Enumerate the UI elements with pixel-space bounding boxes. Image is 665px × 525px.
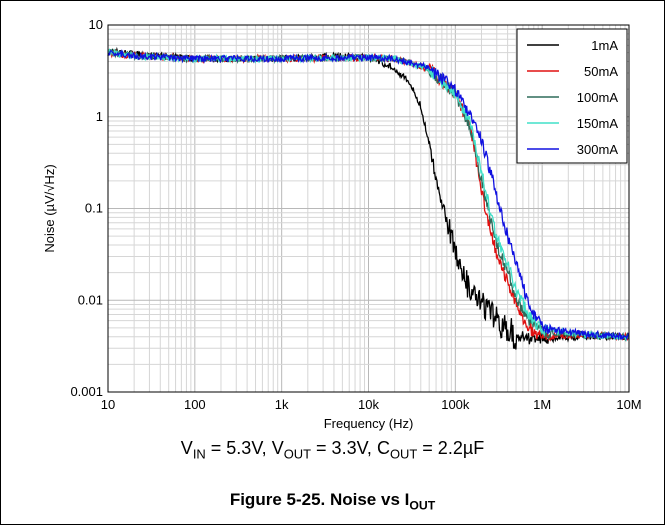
x-tick-label: 10M <box>616 397 641 412</box>
cout-sub: OUT <box>389 446 418 462</box>
vout-sub: OUT <box>283 446 312 462</box>
cout-label: C <box>376 438 390 458</box>
caption-text: Figure 5-25. Noise vs I <box>229 490 410 509</box>
vin-sub: IN <box>192 446 206 462</box>
y-tick-label: 0.001 <box>70 384 103 399</box>
vin-value: = 5.3V, <box>205 438 272 458</box>
legend-label: 300mA <box>577 142 619 157</box>
test-conditions: VIN = 5.3V, VOUT = 3.3V, COUT = 2.2µF <box>0 438 665 462</box>
caption-sub: OUT <box>409 498 436 513</box>
plot-border <box>107 24 630 393</box>
series-line-150mA <box>107 48 630 342</box>
y-axis-label: Noise (µV/√Hz) <box>42 164 57 252</box>
vin-label: V <box>180 438 193 458</box>
x-tick-label: 100k <box>441 397 470 412</box>
x-axis-label: Frequency (Hz) <box>324 416 414 431</box>
legend-label: 100mA <box>577 90 619 105</box>
x-tick-label: 1M <box>533 397 551 412</box>
x-tick-label: 10 <box>101 397 115 412</box>
grid <box>107 25 629 393</box>
y-tick-label: 1 <box>96 109 103 124</box>
vout-value: = 3.3V, <box>311 438 377 458</box>
tick-labels: 10 100 1k 10k 100k 1M 10M 0.001 0.01 0.1 1 10 <box>70 17 641 412</box>
y-tick-label: 0.1 <box>85 201 103 216</box>
legend-label: 150mA <box>577 116 619 131</box>
legend-box <box>516 28 628 164</box>
legend-label: 1mA <box>591 38 618 53</box>
series-layer <box>107 46 630 350</box>
x-tick-label: 10k <box>358 397 379 412</box>
cout-value: = 2.2µF <box>417 438 485 458</box>
x-tick-label: 1k <box>275 397 289 412</box>
vout-label: V <box>271 438 284 458</box>
noise-chart: 10 100 1k 10k 100k 1M 10M 0.001 0.01 0.1 1 10 Frequ… <box>42 17 642 431</box>
figure-caption: Figure 5-25. Noise vs IOUT <box>0 490 665 512</box>
legend: 1mA 50mA 100mA 150mA 300mA <box>516 28 628 164</box>
legend-label: 50mA <box>584 64 618 79</box>
x-tick-label: 100 <box>184 397 206 412</box>
y-tick-label: 10 <box>89 17 103 32</box>
y-tick-label: 0.01 <box>78 292 103 307</box>
series-line-300mA <box>107 49 630 341</box>
